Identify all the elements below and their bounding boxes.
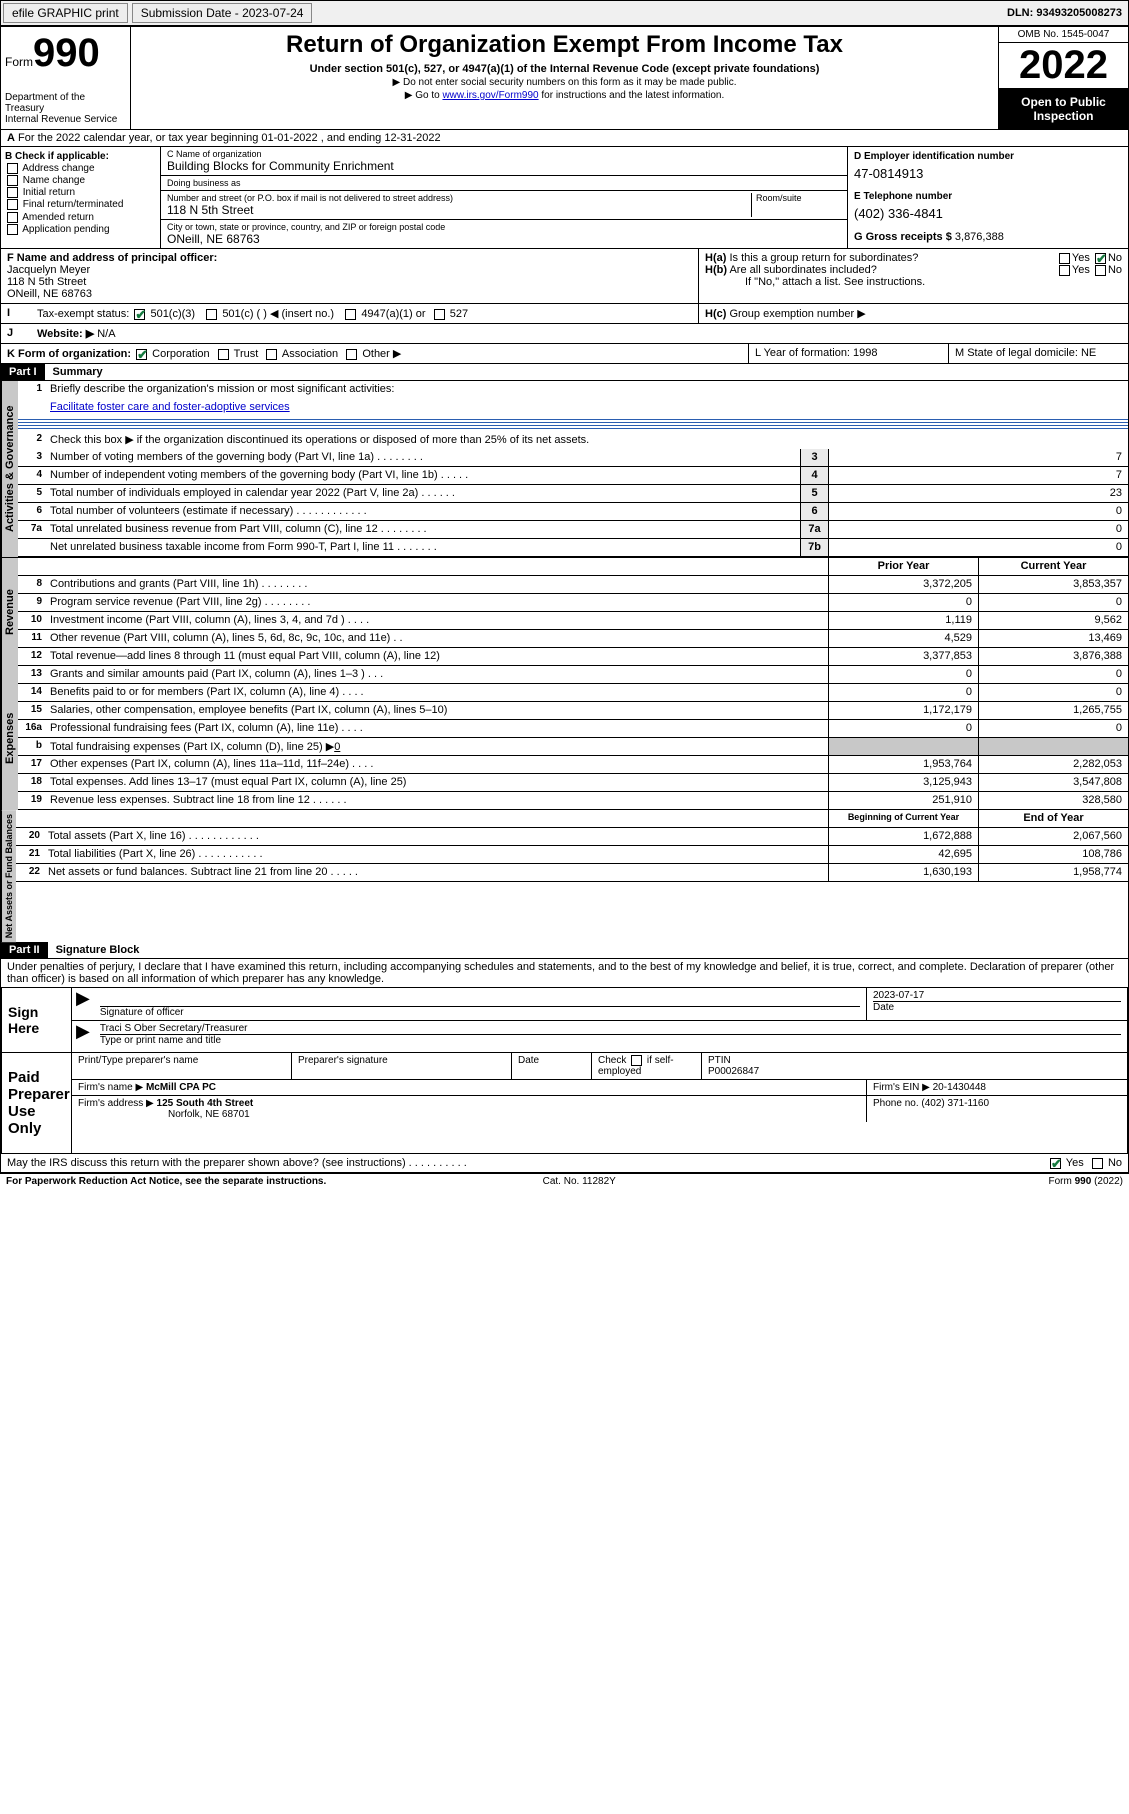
tax-year: 2022 [999, 43, 1128, 89]
table-row: 4Number of independent voting members of… [18, 467, 1128, 485]
gross-receipts: 3,876,388 [955, 231, 1004, 243]
phone: (402) 336-4841 [854, 206, 1122, 221]
activities-governance: Activities & Governance 1Briefly describ… [1, 381, 1128, 557]
table-row: 10Investment income (Part VIII, column (… [18, 612, 1128, 630]
form-number: Form990 [5, 31, 126, 76]
city-state-zip: ONeill, NE 68763 [167, 232, 841, 246]
tab-net-assets: Net Assets or Fund Balances [1, 810, 16, 942]
form-header: Form990 Department of the Treasury Inter… [1, 27, 1128, 130]
net-assets-section: Net Assets or Fund Balances Beginning of… [1, 810, 1128, 942]
website: N/A [97, 328, 115, 340]
expenses-section: Expenses 13Grants and similar amounts pa… [1, 666, 1128, 810]
dept-label: Department of the Treasury Internal Reve… [5, 92, 126, 125]
tab-governance: Activities & Governance [1, 381, 18, 557]
tab-expenses: Expenses [1, 666, 18, 810]
table-row: 3Number of voting members of the governi… [18, 449, 1128, 467]
top-toolbar: efile GRAPHIC print Submission Date - 20… [0, 0, 1129, 26]
row-j: J Website: ▶ N/A [1, 324, 1128, 344]
table-row: 6Total number of volunteers (estimate if… [18, 503, 1128, 521]
state-domicile: M State of legal domicile: NE [948, 344, 1128, 363]
table-row: 5Total number of individuals employed in… [18, 485, 1128, 503]
chk-name[interactable]: Name change [5, 175, 156, 186]
table-row: Net unrelated business taxable income fr… [18, 539, 1128, 557]
officer-name: Jacquelyn Meyer [7, 264, 692, 276]
ssn-note: ▶ Do not enter social security numbers o… [139, 77, 990, 88]
table-row: 7aTotal unrelated business revenue from … [18, 521, 1128, 539]
table-row: 22Net assets or fund balances. Subtract … [16, 864, 1128, 882]
row-fh: F Name and address of principal officer:… [1, 249, 1128, 304]
paid-preparer: Paid Preparer Use Only Print/Type prepar… [1, 1053, 1128, 1154]
may-discuss: May the IRS discuss this return with the… [1, 1154, 1128, 1173]
chk-501c3[interactable] [134, 309, 145, 320]
table-row: 11Other revenue (Part VIII, column (A), … [18, 630, 1128, 648]
firm-phone: (402) 371-1160 [921, 1098, 989, 1109]
chk-initial[interactable]: Initial return [5, 187, 156, 198]
table-row: 20Total assets (Part X, line 16) . . . .… [16, 828, 1128, 846]
open-inspection: Open to Public Inspection [999, 89, 1128, 129]
col-d: D Employer identification number 47-0814… [848, 147, 1128, 248]
officer-print-name: Traci S Ober Secretary/Treasurer [100, 1023, 1121, 1034]
arrow-icon: ▶ [72, 1021, 94, 1048]
table-row: 12Total revenue—add lines 8 through 11 (… [18, 648, 1128, 666]
chk-final[interactable]: Final return/terminated [5, 199, 156, 210]
submission-date-button[interactable]: Submission Date - 2023-07-24 [132, 3, 313, 23]
irs-link[interactable]: www.irs.gov/Form990 [442, 90, 538, 101]
table-row: 13Grants and similar amounts paid (Part … [18, 666, 1128, 684]
table-row: 8Contributions and grants (Part VIII, li… [18, 576, 1128, 594]
table-row: 21Total liabilities (Part X, line 26) . … [16, 846, 1128, 864]
page-footer: For Paperwork Reduction Act Notice, see … [0, 1174, 1129, 1189]
col-b: B Check if applicable: Address change Na… [1, 147, 161, 248]
arrow-icon: ▶ [72, 988, 94, 1020]
firm-name: McMill CPA PC [146, 1082, 216, 1093]
sign-date: 2023-07-17 [873, 990, 1121, 1001]
dln-label: DLN: 93493205008273 [1001, 7, 1128, 19]
ein: 47-0814913 [854, 166, 1122, 181]
chk-address[interactable]: Address change [5, 163, 156, 174]
table-row: 9Program service revenue (Part VIII, lin… [18, 594, 1128, 612]
street-address: 118 N 5th Street [167, 203, 751, 217]
year-formation: L Year of formation: 1998 [748, 344, 948, 363]
declaration: Under penalties of perjury, I declare th… [1, 959, 1128, 988]
ptin: P00026847 [708, 1066, 759, 1077]
table-row: 18Total expenses. Add lines 13–17 (must … [18, 774, 1128, 792]
row-a: A For the 2022 calendar year, or tax yea… [1, 130, 1128, 147]
section-bcd: B Check if applicable: Address change Na… [1, 147, 1128, 249]
chk-may-yes[interactable] [1050, 1158, 1061, 1169]
efile-button[interactable]: efile GRAPHIC print [3, 3, 128, 23]
part1-header: Part ISummary [1, 364, 1128, 381]
table-row: 19Revenue less expenses. Subtract line 1… [18, 792, 1128, 810]
firm-ein: 20-1430448 [933, 1082, 986, 1093]
row-klm: K Form of organization: Corporation Trus… [1, 344, 1128, 364]
revenue-section: Revenue b Prior YearCurrent Year 8Contri… [1, 557, 1128, 666]
website-note: ▶ Go to www.irs.gov/Form990 for instruct… [139, 90, 990, 101]
table-row: 14Benefits paid to or for members (Part … [18, 684, 1128, 702]
table-row: 15Salaries, other compensation, employee… [18, 702, 1128, 720]
form-container: Form990 Department of the Treasury Inter… [0, 26, 1129, 1174]
part2-header: Part IISignature Block [1, 942, 1128, 959]
table-row: 17Other expenses (Part IX, column (A), l… [18, 756, 1128, 774]
mission-link[interactable]: Facilitate foster care and foster-adopti… [50, 401, 290, 413]
table-row: 16aProfessional fundraising fees (Part I… [18, 720, 1128, 738]
row-ij: I Tax-exempt status: 501(c)(3) 501(c) ( … [1, 304, 1128, 324]
org-name: Building Blocks for Community Enrichment [167, 159, 841, 173]
omb-number: OMB No. 1545-0047 [999, 27, 1128, 43]
chk-pending[interactable]: Application pending [5, 224, 156, 235]
tab-revenue: Revenue [1, 558, 18, 666]
form-title: Return of Organization Exempt From Incom… [139, 31, 990, 59]
chk-amended[interactable]: Amended return [5, 212, 156, 223]
col-c: C Name of organization Building Blocks f… [161, 147, 848, 248]
form-subtitle: Under section 501(c), 527, or 4947(a)(1)… [139, 63, 990, 75]
sign-here: Sign Here ▶ Signature of officer 2023-07… [1, 988, 1128, 1053]
